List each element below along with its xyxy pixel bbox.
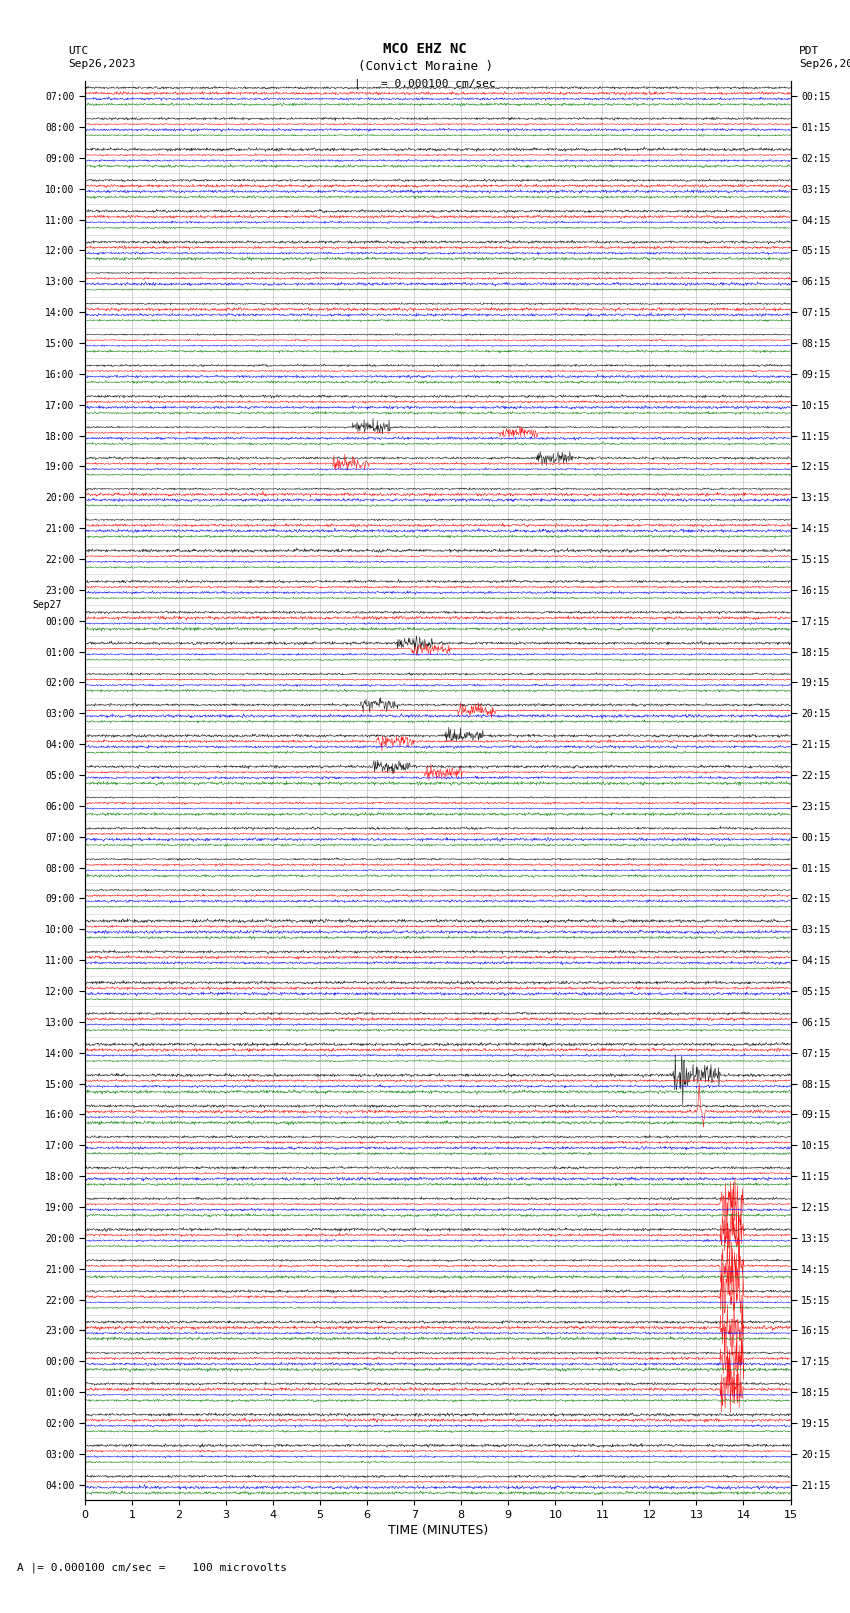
Text: |   = 0.000100 cm/sec: | = 0.000100 cm/sec <box>354 77 496 89</box>
Text: A |= 0.000100 cm/sec =    100 microvolts: A |= 0.000100 cm/sec = 100 microvolts <box>17 1561 287 1573</box>
Text: UTC: UTC <box>68 47 88 56</box>
Text: PDT: PDT <box>799 47 819 56</box>
Text: Sep26,2023: Sep26,2023 <box>68 60 135 69</box>
Text: (Convict Moraine ): (Convict Moraine ) <box>358 60 492 73</box>
Text: Sep26,2023: Sep26,2023 <box>799 60 850 69</box>
X-axis label: TIME (MINUTES): TIME (MINUTES) <box>388 1524 488 1537</box>
Text: MCO EHZ NC: MCO EHZ NC <box>383 42 467 56</box>
Text: Sep27: Sep27 <box>32 600 61 610</box>
